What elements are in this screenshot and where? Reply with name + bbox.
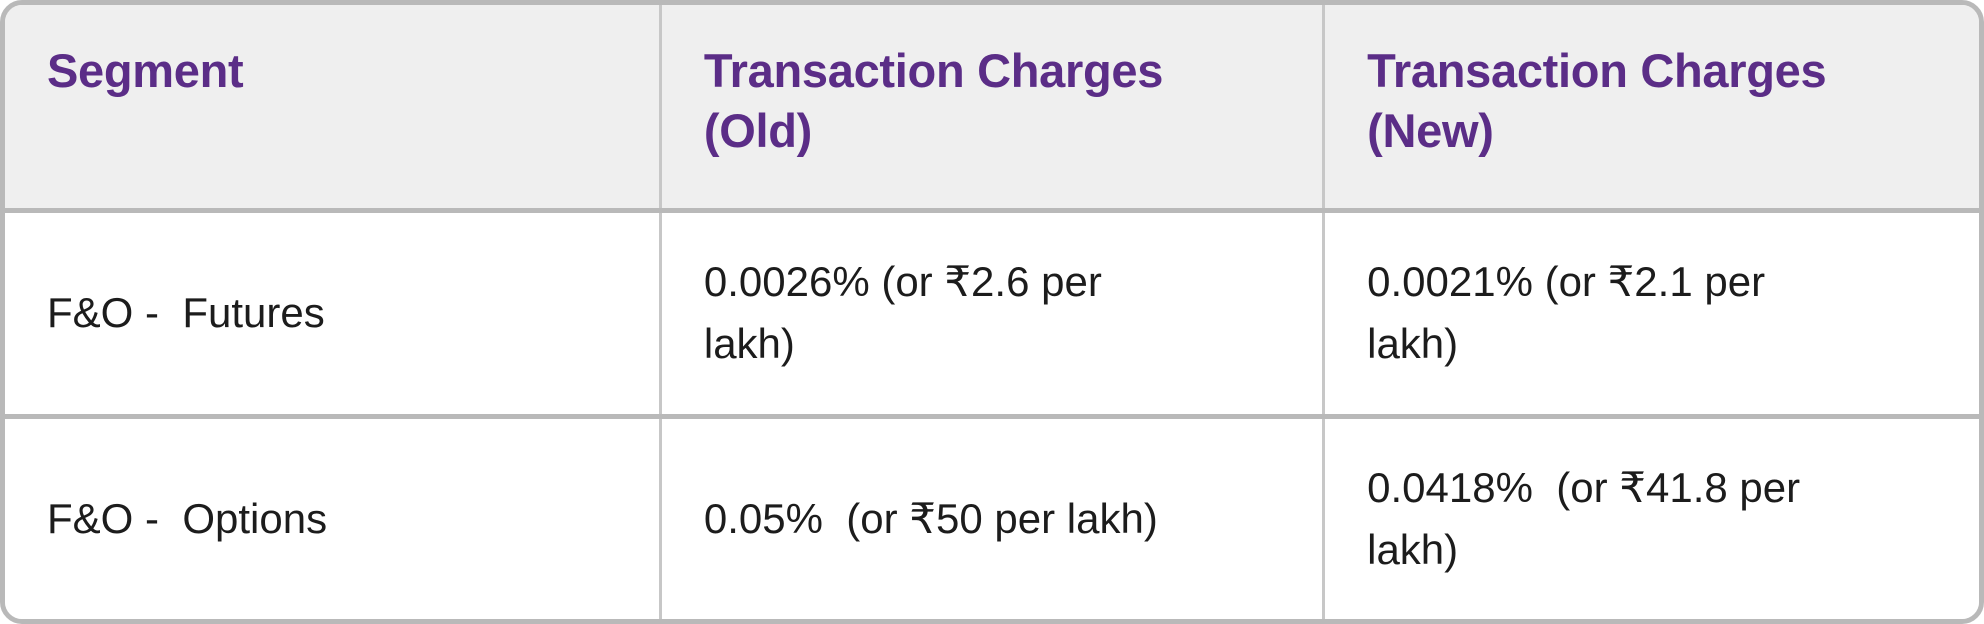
cell-new-charge-options: 0.0418% (or ₹41.8 per lakh) <box>1322 416 1979 619</box>
table-row-fo-futures: F&O - Futures 0.0026% (or ₹2.6 per lakh)… <box>5 210 1979 419</box>
table-row-fo-options: F&O - Options 0.05% (or ₹50 per lakh) 0.… <box>5 416 1979 619</box>
column-header-transaction-charges-new: Transaction Charges (New) <box>1322 5 1979 213</box>
cell-old-charge-futures: 0.0026% (or ₹2.6 per lakh) <box>658 210 1324 419</box>
cell-segment-futures: F&O - Futures <box>5 210 661 419</box>
column-header-transaction-charges-old: Transaction Charges (Old) <box>658 5 1324 213</box>
transaction-charges-table: Segment Transaction Charges (Old) Transa… <box>5 5 1979 619</box>
cell-old-charge-options: 0.05% (or ₹50 per lakh) <box>658 416 1324 619</box>
cell-segment-options: F&O - Options <box>5 416 661 619</box>
column-header-segment: Segment <box>5 5 661 213</box>
cell-new-charge-futures: 0.0021% (or ₹2.1 per lakh) <box>1322 210 1979 419</box>
table-header-row: Segment Transaction Charges (Old) Transa… <box>5 5 1979 213</box>
